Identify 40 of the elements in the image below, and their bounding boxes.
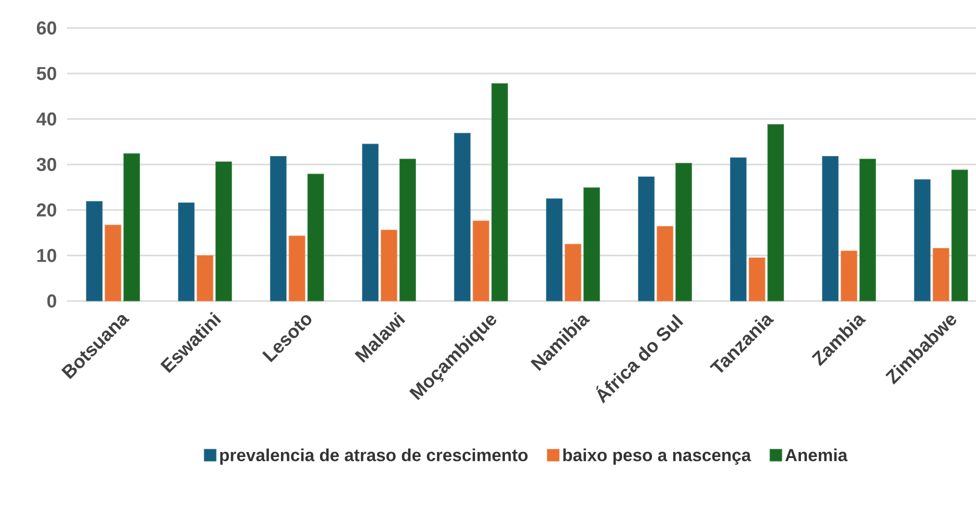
bar: [564, 244, 582, 302]
bar: [215, 161, 232, 302]
bar: [951, 170, 968, 302]
legend-label: baixo peso a nascença: [563, 448, 752, 465]
legend-label: prevalencia de atraso de crescimento: [220, 448, 528, 465]
bar: [270, 156, 287, 302]
bar: [178, 202, 195, 302]
y-tick-label: 10: [37, 248, 56, 262]
bar: [86, 201, 103, 302]
bar: [288, 236, 306, 302]
bar: [472, 220, 490, 302]
bar: [822, 156, 839, 302]
bar: [675, 162, 692, 302]
bar: [914, 179, 931, 302]
bar: [748, 257, 766, 302]
bar: [859, 158, 876, 302]
bar: [638, 176, 655, 302]
bar: [840, 250, 858, 302]
bar: [362, 144, 379, 302]
bar: [932, 248, 950, 302]
bar: [656, 226, 674, 302]
bar: [491, 83, 508, 302]
bar: [730, 157, 747, 302]
bar: [767, 124, 784, 302]
y-tick-label: 40: [36, 112, 56, 126]
bar: [583, 187, 600, 302]
legend-label: Anemia: [785, 448, 848, 462]
bar: [546, 198, 563, 302]
y-tick-label: 0: [47, 294, 56, 308]
y-tick-label: 60: [36, 21, 56, 35]
bar: [380, 230, 398, 302]
bar: [196, 255, 214, 302]
bar: [399, 158, 416, 302]
bar: [123, 153, 140, 302]
y-tick-label: 50: [36, 66, 56, 80]
y-tick-label: 20: [36, 203, 56, 217]
bar: [307, 174, 324, 302]
bar: [454, 132, 471, 302]
bar: [104, 224, 122, 302]
y-tick-label: 30: [36, 158, 56, 172]
